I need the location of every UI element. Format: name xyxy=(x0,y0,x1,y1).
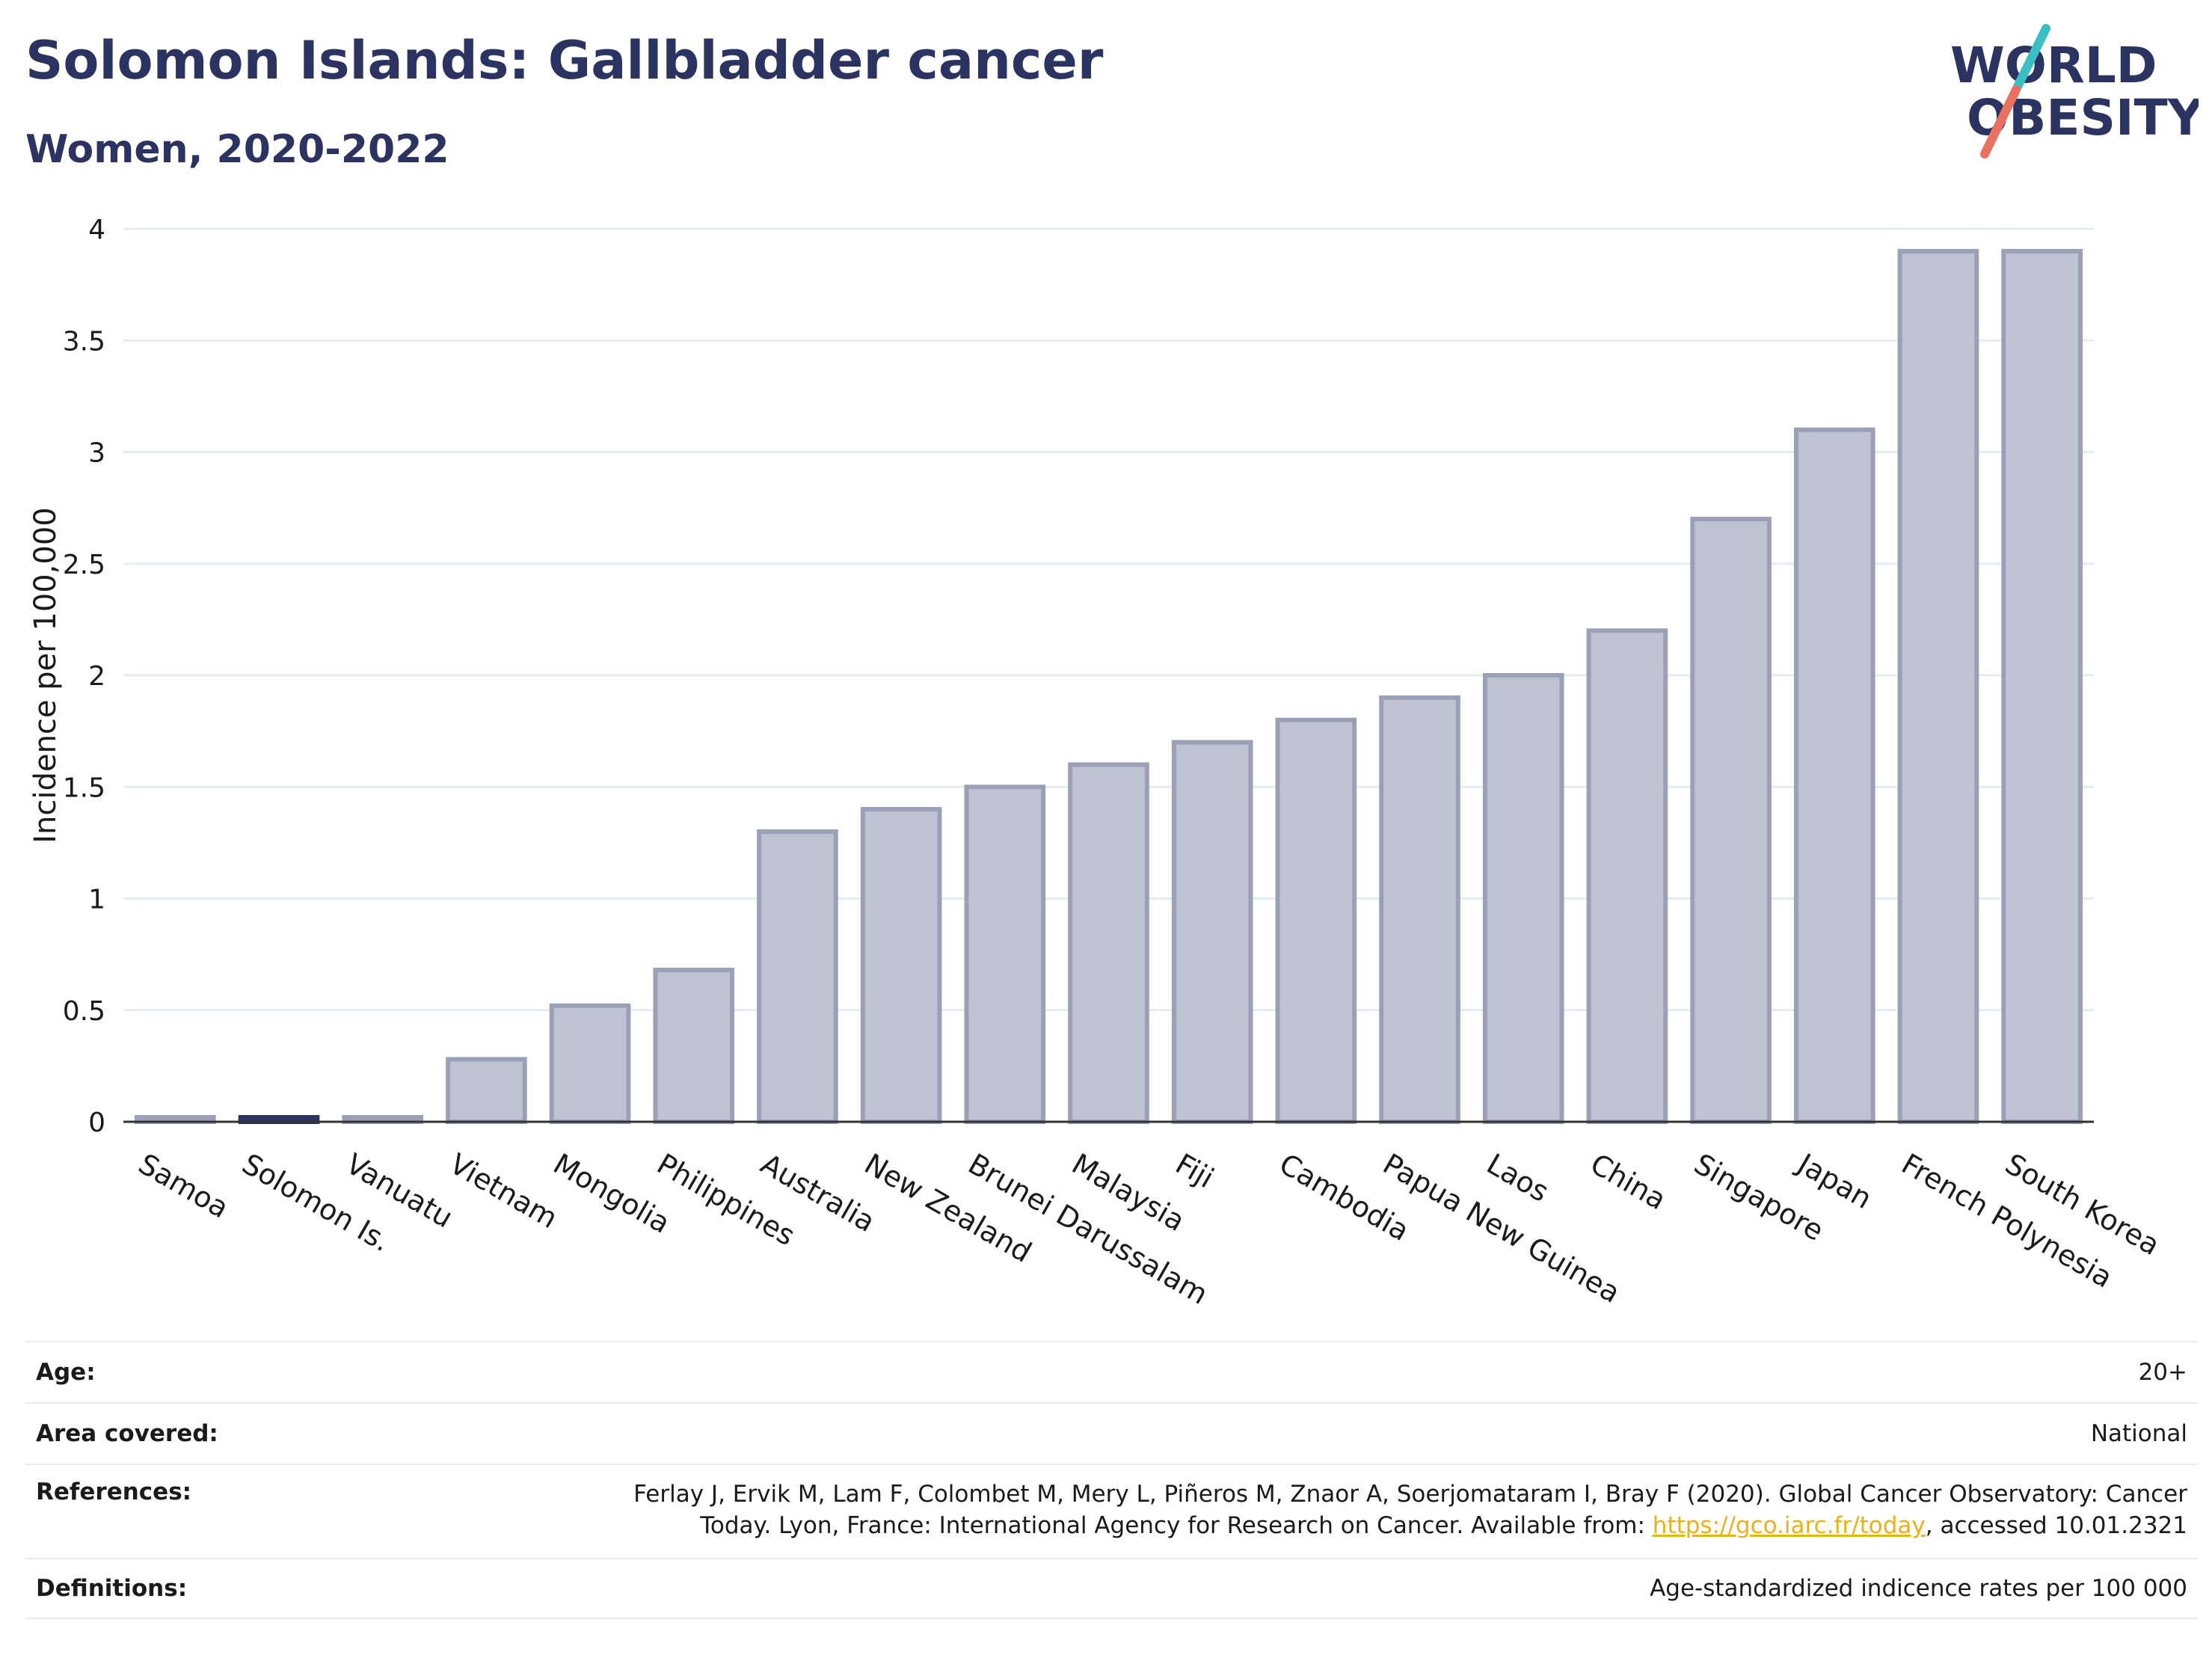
x-axis-ticks: Samoa Solomon Is.VanuatuVietnamMongoliaPh… xyxy=(133,1146,2166,1311)
bar-japan xyxy=(1793,427,1875,1124)
bar-malaysia xyxy=(1068,762,1149,1125)
info-row-references: References: Ferlay J, Ervik M, Lam F, Co… xyxy=(25,1464,2198,1558)
references-line1: Ferlay J, Ervik M, Lam F, Colombet M, Me… xyxy=(633,1481,2187,1508)
y-tick-label: 2 xyxy=(88,661,105,692)
x-tick-label: Laos xyxy=(1481,1147,1555,1209)
info-row-area: Area covered: National xyxy=(25,1402,2198,1464)
bar-philippines xyxy=(653,968,735,1125)
chart-title: Solomon Islands: Gallbladder cancer xyxy=(25,30,1104,91)
world-obesity-logo: WORLD OBESITY xyxy=(1950,24,2199,159)
x-tick-label: China xyxy=(1585,1147,1671,1216)
y-tick-label: 3 xyxy=(88,438,105,469)
y-tick-label: 0.5 xyxy=(63,996,105,1027)
y-tick-label: 1 xyxy=(88,885,105,915)
bar-cambodia xyxy=(1275,717,1357,1124)
age-label: Age: xyxy=(36,1359,96,1386)
logo-slash-teal xyxy=(2012,24,2050,94)
definitions-label: Definitions: xyxy=(36,1575,188,1602)
references-line2-pre: Today. Lyon, France: International Agenc… xyxy=(700,1512,1653,1539)
y-tick-label: 4 xyxy=(88,215,105,245)
references-line2-post: , accessed 10.01.2321 xyxy=(1925,1512,2187,1539)
bar-south-korea xyxy=(2001,248,2083,1125)
y-tick-label: 0 xyxy=(88,1108,105,1138)
bars xyxy=(135,248,2083,1125)
bar-singapore xyxy=(1690,517,1772,1124)
logo-slash-coral xyxy=(1980,85,2021,159)
bar-brunei-darussalam xyxy=(964,784,1046,1124)
x-tick-label: Fiji xyxy=(1170,1147,1220,1194)
y-axis-label: Incidence per 100,000 xyxy=(28,507,63,844)
references-value: Ferlay J, Ervik M, Lam F, Colombet M, Me… xyxy=(633,1479,2187,1541)
bar-china xyxy=(1586,628,1668,1124)
y-tick-label: 1.5 xyxy=(63,773,105,803)
x-tick-label: Mongolia xyxy=(548,1147,676,1240)
bar-vietnam xyxy=(446,1057,527,1125)
bar-new-zealand xyxy=(860,807,942,1124)
references-link[interactable]: https://gco.iarc.fr/today xyxy=(1652,1512,1926,1539)
info-row-age: Age: 20+ xyxy=(25,1341,2198,1402)
area-value: National xyxy=(2090,1420,2187,1447)
info-row-definitions: Definitions: Age-standardized indicence … xyxy=(25,1558,2198,1619)
logo-line1: WORLD xyxy=(1950,37,2157,94)
bar-australia xyxy=(757,829,838,1124)
bar-chart: 0 0.5 1 1.5 2 2.5 3 3.5 4 Samoa Solomon Is.Vanuat… xyxy=(28,215,2166,1311)
x-tick-label: Vietnam xyxy=(444,1147,563,1235)
y-tick-label: 3.5 xyxy=(63,326,105,357)
bar-laos xyxy=(1482,673,1564,1124)
info-table: Age: 20+ Area covered: National Referenc… xyxy=(25,1341,2198,1619)
definitions-value: Age-standardized indicence rates per 100… xyxy=(1650,1575,2187,1602)
bar-french-polynesia xyxy=(1897,248,1979,1125)
bar-papua-new-guinea xyxy=(1379,695,1460,1124)
age-value: 20+ xyxy=(2138,1359,2187,1386)
y-tick-label: 2.5 xyxy=(63,550,105,580)
x-tick-label: Samoa xyxy=(133,1147,234,1225)
area-label: Area covered: xyxy=(36,1420,218,1447)
y-axis-ticks: 0 0.5 1 1.5 2 2.5 3 3.5 4 xyxy=(63,215,105,1138)
references-label: References: xyxy=(36,1479,192,1505)
bar-fiji xyxy=(1171,740,1253,1124)
bar-mongolia xyxy=(549,1003,631,1125)
chart-subtitle: Women, 2020-2022 xyxy=(25,127,449,172)
